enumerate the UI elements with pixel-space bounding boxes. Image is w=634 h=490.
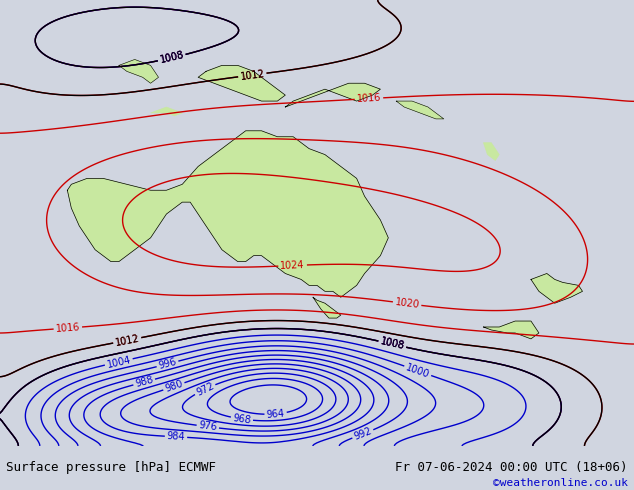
Polygon shape bbox=[285, 83, 380, 107]
Text: 1012: 1012 bbox=[114, 333, 140, 347]
Text: 1008: 1008 bbox=[158, 50, 185, 65]
Text: 992: 992 bbox=[353, 426, 373, 442]
Text: 1008: 1008 bbox=[379, 337, 405, 352]
Text: 980: 980 bbox=[164, 379, 184, 394]
Text: 1008: 1008 bbox=[379, 337, 405, 352]
Polygon shape bbox=[313, 297, 341, 318]
Polygon shape bbox=[67, 131, 388, 297]
Text: 996: 996 bbox=[157, 357, 178, 371]
Text: 1008: 1008 bbox=[158, 50, 185, 65]
Text: 1016: 1016 bbox=[356, 93, 382, 104]
Text: 984: 984 bbox=[167, 431, 185, 442]
Text: 1024: 1024 bbox=[280, 260, 305, 271]
Polygon shape bbox=[119, 59, 158, 83]
Polygon shape bbox=[531, 273, 583, 303]
Text: 1008: 1008 bbox=[379, 337, 405, 352]
Polygon shape bbox=[151, 107, 183, 116]
Text: ©weatheronline.co.uk: ©weatheronline.co.uk bbox=[493, 478, 628, 488]
Polygon shape bbox=[396, 101, 444, 119]
Text: 968: 968 bbox=[232, 413, 252, 425]
Text: 1004: 1004 bbox=[106, 354, 132, 369]
Text: 1020: 1020 bbox=[394, 297, 420, 310]
Text: 1000: 1000 bbox=[404, 362, 431, 380]
Text: 1016: 1016 bbox=[55, 322, 81, 334]
Polygon shape bbox=[198, 65, 285, 101]
Polygon shape bbox=[484, 143, 500, 161]
Text: 964: 964 bbox=[266, 408, 285, 419]
Text: 988: 988 bbox=[134, 375, 154, 389]
Text: 1012: 1012 bbox=[240, 69, 265, 81]
Polygon shape bbox=[484, 321, 539, 339]
Text: 1012: 1012 bbox=[114, 333, 140, 347]
Text: Fr 07-06-2024 00:00 UTC (18+06): Fr 07-06-2024 00:00 UTC (18+06) bbox=[395, 462, 628, 474]
Text: 972: 972 bbox=[195, 381, 216, 398]
Text: 1012: 1012 bbox=[240, 69, 265, 81]
Text: 1008: 1008 bbox=[158, 50, 185, 65]
Text: Surface pressure [hPa] ECMWF: Surface pressure [hPa] ECMWF bbox=[6, 462, 216, 474]
Text: 976: 976 bbox=[198, 420, 217, 433]
